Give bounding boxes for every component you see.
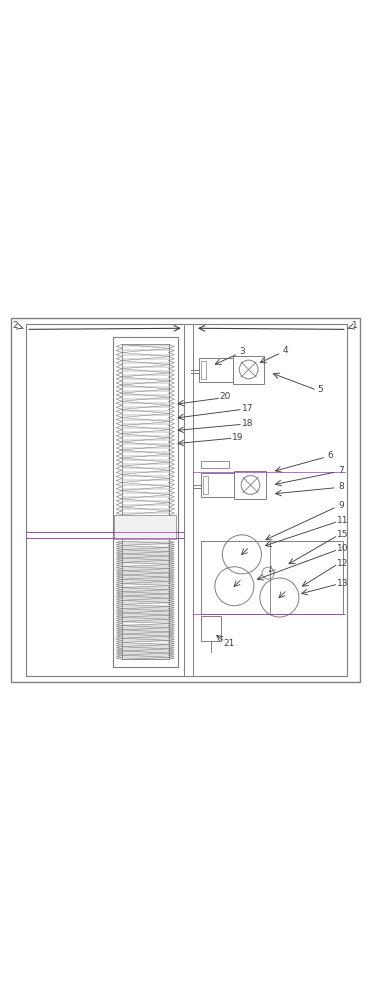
Text: 10: 10 [338, 544, 349, 553]
Text: 21: 21 [223, 639, 234, 648]
Bar [232, 356, 264, 384]
Text: 8: 8 [338, 482, 344, 491]
Text: 11: 11 [338, 516, 349, 525]
Bar [112, 337, 178, 667]
Text: 18: 18 [242, 419, 253, 428]
Bar [201, 361, 206, 379]
Text: 19: 19 [232, 432, 244, 442]
Bar [201, 616, 221, 641]
Bar [201, 473, 234, 497]
Text: 7: 7 [338, 466, 344, 475]
Text: 5: 5 [318, 385, 324, 394]
Bar [199, 358, 232, 382]
Bar [202, 476, 208, 494]
Bar [201, 461, 229, 468]
Text: 20: 20 [219, 392, 231, 401]
Text: 2: 2 [12, 321, 18, 330]
Bar [122, 344, 169, 659]
Text: 9: 9 [338, 501, 344, 510]
Text: 12: 12 [338, 558, 349, 568]
Text: 17: 17 [242, 404, 253, 413]
Text: 6: 6 [327, 451, 333, 460]
Bar [234, 471, 266, 499]
Text: 13: 13 [338, 579, 349, 588]
Bar [201, 541, 343, 614]
Text: 1: 1 [351, 321, 357, 330]
Text: 3: 3 [239, 347, 245, 356]
Text: 4: 4 [282, 346, 288, 355]
Bar [26, 324, 347, 676]
Bar [114, 515, 176, 539]
Text: 15: 15 [338, 530, 349, 539]
